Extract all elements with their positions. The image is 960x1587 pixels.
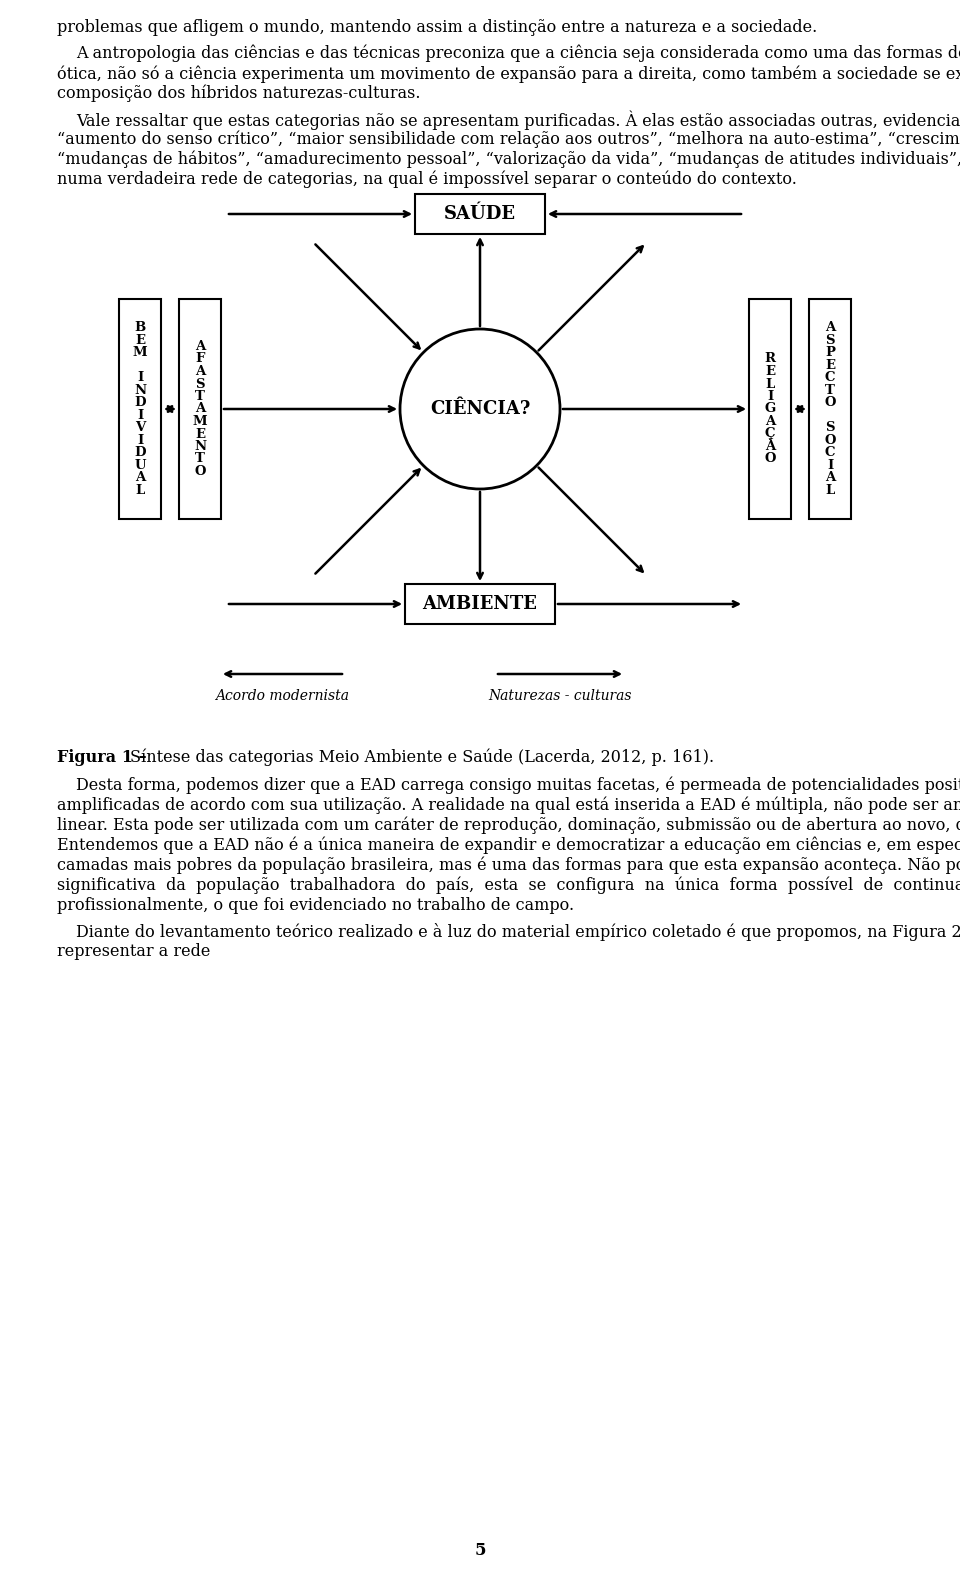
Text: Vale ressaltar que estas categorias não se apresentam purificadas. À elas estão : Vale ressaltar que estas categorias não … (76, 111, 960, 130)
FancyBboxPatch shape (809, 298, 851, 519)
FancyBboxPatch shape (119, 298, 161, 519)
Text: Naturezas - culturas: Naturezas - culturas (489, 689, 632, 703)
Text: Síntese das categorias Meio Ambiente e Saúde (Lacerda, 2012, p. 161).: Síntese das categorias Meio Ambiente e S… (131, 749, 714, 767)
Text: representar a rede: representar a rede (57, 943, 210, 960)
Text: “aumento do senso crítico”, “maior sensibilidade com relação aos outros”, “melho: “aumento do senso crítico”, “maior sensi… (57, 132, 960, 149)
Text: ótica, não só a ciência experimenta um movimento de expansão para a direita, com: ótica, não só a ciência experimenta um m… (57, 65, 960, 83)
Text: 5: 5 (474, 1543, 486, 1558)
Text: Diante do levantamento teórico realizado e à luz do material empírico coletado é: Diante do levantamento teórico realizado… (76, 924, 960, 941)
Text: R
E
L
I
G
A
Ç
Ã
O: R E L I G A Ç Ã O (764, 352, 776, 465)
Text: linear. Esta pode ser utilizada com um caráter de reprodução, dominação, submiss: linear. Esta pode ser utilizada com um c… (57, 817, 960, 835)
Text: A
S
P
E
C
T
O
 
S
O
C
I
A
L: A S P E C T O S O C I A L (825, 321, 836, 497)
Text: significativa  da  população  trabalhadora  do  país,  esta  se  configura  na  : significativa da população trabalhadora … (57, 878, 960, 895)
Text: SAÚDE: SAÚDE (444, 205, 516, 224)
Text: Desta forma, podemos dizer que a EAD carrega consigo muitas facetas, é permeada : Desta forma, podemos dizer que a EAD car… (76, 778, 960, 795)
Text: B
E
M
 
I
N
D
I
V
I
D
U
A
L: B E M I N D I V I D U A L (132, 321, 147, 497)
FancyBboxPatch shape (415, 194, 545, 233)
Text: amplificadas de acordo com sua utilização. A realidade na qual está inserida a E: amplificadas de acordo com sua utilizaçã… (57, 797, 960, 814)
Text: composição dos híbridos naturezas-culturas.: composição dos híbridos naturezas-cultur… (57, 86, 420, 103)
FancyBboxPatch shape (405, 584, 555, 624)
Text: Acordo modernista: Acordo modernista (215, 689, 349, 703)
Text: camadas mais pobres da população brasileira, mas é uma das formas para que esta : camadas mais pobres da população brasile… (57, 857, 960, 874)
Text: A antropologia das ciências e das técnicas preconiza que a ciência seja consider: A antropologia das ciências e das técnic… (76, 44, 960, 62)
Text: numa verdadeira rede de categorias, na qual é impossível separar o conteúdo do c: numa verdadeira rede de categorias, na q… (57, 171, 797, 189)
Text: Entendemos que a EAD não é a única maneira de expandir e democratizar a educação: Entendemos que a EAD não é a única manei… (57, 836, 960, 854)
Text: “mudanças de hábitos”, “amadurecimento pessoal”, “valorização da vida”, “mudança: “mudanças de hábitos”, “amadurecimento p… (57, 151, 960, 168)
Text: Figura 1 –: Figura 1 – (57, 749, 153, 767)
FancyBboxPatch shape (179, 298, 221, 519)
Text: CIÊNCIA?: CIÊNCIA? (430, 400, 530, 417)
FancyBboxPatch shape (749, 298, 791, 519)
Text: A
F
A
S
T
A
M
E
N
T
O: A F A S T A M E N T O (193, 340, 207, 478)
Text: problemas que afligem o mundo, mantendo assim a distinção entre a natureza e a s: problemas que afligem o mundo, mantendo … (57, 19, 817, 37)
Text: profissionalmente, o que foi evidenciado no trabalho de campo.: profissionalmente, o que foi evidenciado… (57, 897, 574, 914)
Text: AMBIENTE: AMBIENTE (422, 595, 538, 613)
